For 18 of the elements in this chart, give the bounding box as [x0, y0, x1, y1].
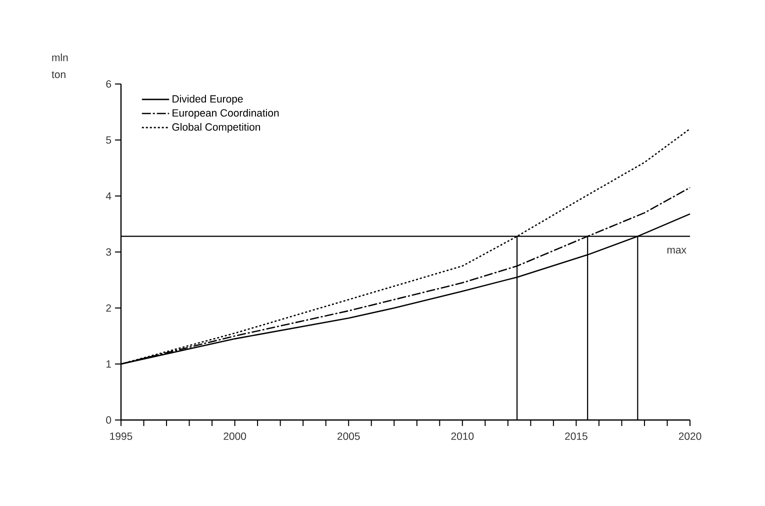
legend-label: European Coordination [172, 108, 279, 119]
ref-line-label: max [667, 248, 686, 254]
y-tick-label: 4 [106, 192, 112, 200]
y-tick-label: 6 [106, 80, 112, 88]
x-tick-label: 2005 [338, 432, 360, 440]
y-tick-label: 1 [106, 360, 111, 368]
x-tick-label: 2010 [451, 432, 474, 440]
y-tick-label: 3 [106, 248, 112, 256]
x-tick-label: 2020 [678, 432, 702, 440]
x-tick-label: 2000 [224, 432, 246, 440]
legend-label: Global Competition [172, 123, 260, 133]
y-tick-label: 5 [106, 136, 112, 144]
x-tick-label: 2015 [565, 432, 588, 440]
y-tick-label: 0 [106, 416, 112, 424]
y-tick-label: 2 [106, 304, 111, 312]
legend-label: Divided Europe [172, 94, 243, 105]
x-tick-label: 1995 [110, 432, 132, 440]
y-axis-title: mln ton [52, 54, 68, 78]
